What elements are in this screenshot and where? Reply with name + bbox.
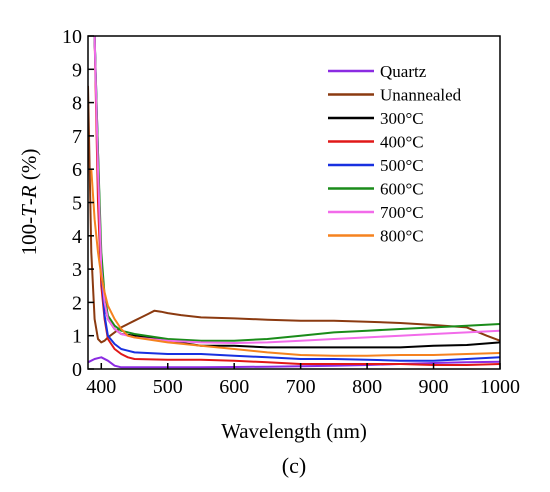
legend-label-800-c: 800°C <box>380 227 424 246</box>
series-line-500-c <box>93 36 500 362</box>
y-tick-label-7: 7 <box>72 126 82 148</box>
legend-label-700-c: 700°C <box>380 203 424 222</box>
legend-label-300-c: 300°C <box>380 109 424 128</box>
series-layer <box>88 36 500 369</box>
figure-caption: (c) <box>282 453 306 478</box>
legend-label-600-c: 600°C <box>380 180 424 199</box>
series-line-600-c <box>93 36 500 342</box>
y-tick-label-2: 2 <box>72 292 82 314</box>
y-tick-label-0: 0 <box>72 359 82 381</box>
y-tick-label-1: 1 <box>72 326 82 348</box>
legend-label-quartz: Quartz <box>380 62 427 81</box>
y-tick-label-10: 10 <box>62 26 82 48</box>
x-tick-label-900: 900 <box>419 376 449 398</box>
legend-label-500-c: 500°C <box>380 156 424 175</box>
legend-label-400-c: 400°C <box>380 133 424 152</box>
y-axis-title: 100-T-R (%) <box>17 149 41 256</box>
y-tick-label-9: 9 <box>72 59 82 81</box>
ticks-layer: 400 500 600 700 800 900 1000 0 1 2 3 4 5 6 7 8 9 10 <box>62 26 520 398</box>
x-tick-label-1000: 1000 <box>480 376 520 398</box>
legend: Quartz Unannealed 300°C 400°C 500°C 600°C 700°… <box>328 62 462 246</box>
y-tick-label-6: 6 <box>72 159 82 181</box>
y-tick-label-5: 5 <box>72 193 82 215</box>
series-line-unannealed <box>88 85 500 344</box>
x-tick-label-400: 400 <box>86 376 116 398</box>
y-tick-label-4: 4 <box>72 226 82 248</box>
series-line-700-c <box>93 36 500 344</box>
y-tick-label-3: 3 <box>72 259 82 281</box>
y-tick-label-8: 8 <box>72 93 82 115</box>
series-line-800-c <box>90 169 500 357</box>
x-tick-label-600: 600 <box>219 376 249 398</box>
x-axis-title: Wavelength (nm) <box>221 419 367 443</box>
x-tick-label-800: 800 <box>352 376 382 398</box>
x-tick-label-500: 500 <box>153 376 183 398</box>
x-tick-label-700: 700 <box>286 376 316 398</box>
legend-label-unannealed: Unannealed <box>380 86 462 105</box>
series-line-300-c <box>93 36 500 349</box>
